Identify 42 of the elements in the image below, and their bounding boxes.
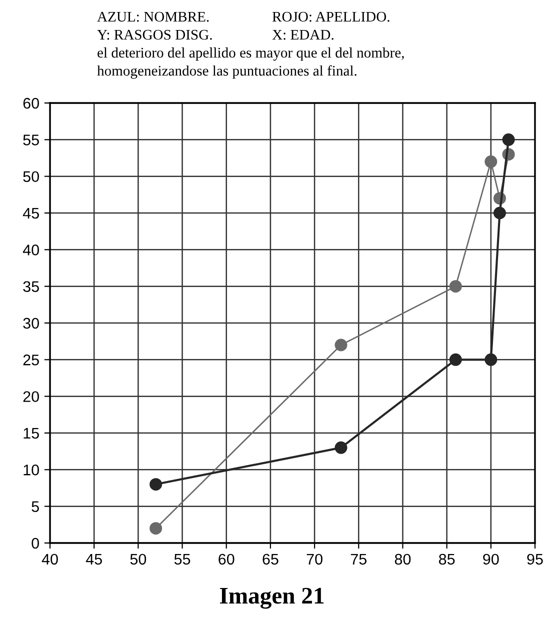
- y-tick-label: 20: [23, 391, 39, 402]
- point: [334, 338, 348, 352]
- point: [150, 522, 162, 535]
- y-tick-label: 35: [23, 281, 39, 292]
- point: [502, 133, 515, 146]
- y-tick-label: 55: [23, 134, 39, 146]
- point: [449, 353, 462, 366]
- text: el deterioro del apellido es mayor que el del nombre,: [98, 47, 404, 61]
- y-tick-label: 40: [22, 244, 39, 256]
- point: [449, 280, 462, 293]
- x-tick-label: 60: [218, 554, 234, 565]
- y-tick-label: 50: [23, 171, 39, 182]
- y-tick-label: 0: [32, 538, 39, 549]
- text: Imagen 21: [220, 588, 324, 609]
- text: X: EDAD.: [272, 30, 334, 40]
- x-tick-label: 95: [527, 554, 543, 565]
- point: [484, 155, 498, 168]
- x-tick-label: 50: [130, 554, 146, 565]
- y-tick-label: 5: [32, 501, 39, 512]
- x-tick-label: 85: [438, 554, 455, 565]
- y-tick-label: 25: [23, 354, 39, 366]
- x-tick-label: 45: [86, 554, 102, 565]
- text: homogeneizandose las puntuaciones al final.: [97, 65, 356, 79]
- point: [334, 441, 348, 454]
- x-tick-label: 55: [174, 554, 190, 565]
- point: [484, 353, 498, 366]
- y-tick-label: 10: [24, 464, 39, 476]
- x-tick-label: 80: [394, 554, 411, 565]
- x-tick-label: 40: [42, 554, 58, 565]
- y-tick-label: 60: [23, 98, 39, 109]
- x-tick-label: 75: [350, 554, 366, 565]
- x-tick-label: 90: [483, 554, 499, 565]
- text: AZUL: NOMBRE.: [97, 12, 209, 22]
- x-tick-label: 70: [306, 554, 322, 565]
- y-tick-label: 15: [24, 428, 39, 439]
- text: Y: RASGOS DISG.: [97, 30, 212, 40]
- x-tick-label: 65: [262, 554, 278, 565]
- text: ROJO: APELLIDO.: [272, 12, 390, 22]
- y-tick-label: 45: [22, 208, 39, 219]
- point: [150, 478, 162, 491]
- point: [493, 206, 506, 220]
- y-tick-label: 30: [23, 318, 39, 329]
